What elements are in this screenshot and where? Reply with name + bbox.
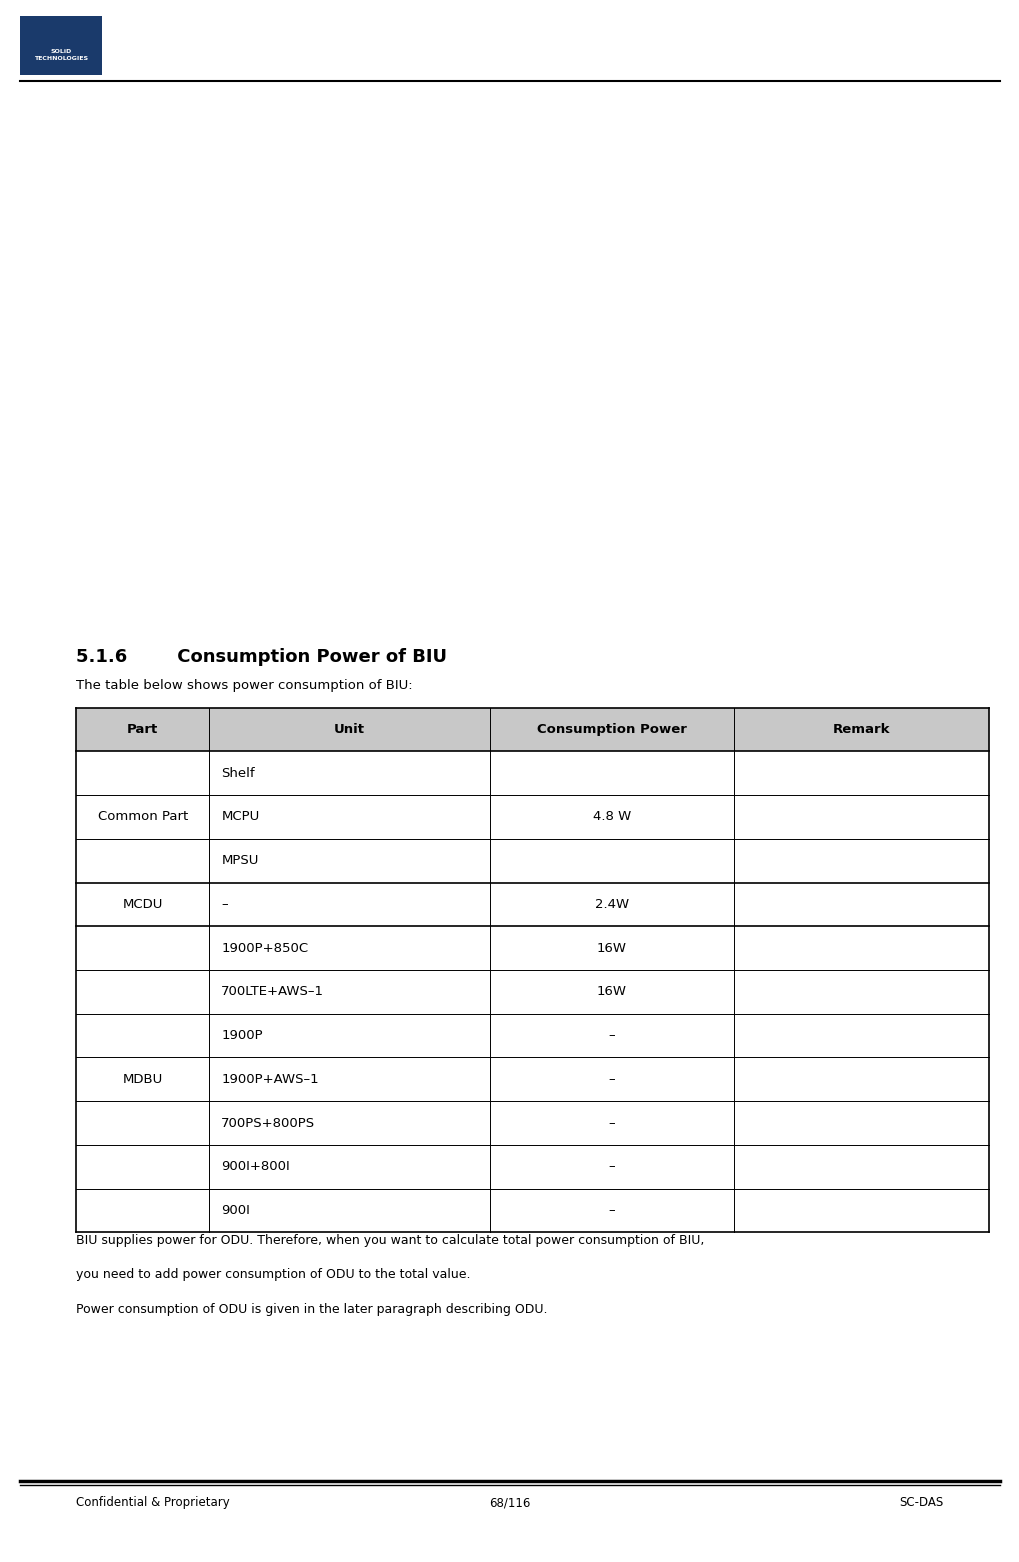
Text: Part: Part xyxy=(127,723,158,736)
Text: 1900P+AWS–1: 1900P+AWS–1 xyxy=(221,1073,319,1086)
Text: Shelf: Shelf xyxy=(221,767,255,779)
Text: 1900P: 1900P xyxy=(221,1029,263,1042)
Bar xyxy=(76,708,988,751)
Text: Common Part: Common Part xyxy=(98,811,187,823)
Text: Unit: Unit xyxy=(333,723,365,736)
Text: Power consumption of ODU is given in the later paragraph describing ODU.: Power consumption of ODU is given in the… xyxy=(76,1303,547,1315)
Text: MCPU: MCPU xyxy=(221,811,259,823)
Text: –: – xyxy=(608,1161,614,1173)
Text: Confidential & Proprietary: Confidential & Proprietary xyxy=(76,1496,230,1509)
Text: 16W: 16W xyxy=(596,986,627,998)
Text: Consumption Power: Consumption Power xyxy=(537,723,686,736)
Text: MDBU: MDBU xyxy=(122,1073,163,1086)
Text: 5.1.6        Consumption Power of BIU: 5.1.6 Consumption Power of BIU xyxy=(76,648,447,667)
Text: BIU supplies power for ODU. Therefore, when you want to calculate total power co: BIU supplies power for ODU. Therefore, w… xyxy=(76,1234,704,1246)
FancyBboxPatch shape xyxy=(20,16,102,75)
Text: SC-DAS: SC-DAS xyxy=(899,1496,943,1509)
Text: 700PS+800PS: 700PS+800PS xyxy=(221,1117,315,1129)
Text: –: – xyxy=(221,898,227,911)
Text: 68/116: 68/116 xyxy=(489,1496,530,1509)
Text: Remark: Remark xyxy=(833,723,890,736)
Text: The table below shows power consumption of BIU:: The table below shows power consumption … xyxy=(76,679,413,692)
Text: 900I+800I: 900I+800I xyxy=(221,1161,289,1173)
Text: 700LTE+AWS–1: 700LTE+AWS–1 xyxy=(221,986,324,998)
Text: –: – xyxy=(608,1117,614,1129)
Text: you need to add power consumption of ODU to the total value.: you need to add power consumption of ODU… xyxy=(76,1268,471,1281)
Text: 1900P+850C: 1900P+850C xyxy=(221,942,308,954)
Text: 16W: 16W xyxy=(596,942,627,954)
Text: 4.8 W: 4.8 W xyxy=(592,811,631,823)
Text: SOLiD
TECHNOLOGIES: SOLiD TECHNOLOGIES xyxy=(34,50,89,61)
Text: MCDU: MCDU xyxy=(122,898,163,911)
Text: –: – xyxy=(608,1204,614,1217)
Text: –: – xyxy=(608,1073,614,1086)
Text: 2.4W: 2.4W xyxy=(594,898,629,911)
Text: 900I: 900I xyxy=(221,1204,250,1217)
Text: MPSU: MPSU xyxy=(221,854,259,867)
Text: –: – xyxy=(608,1029,614,1042)
